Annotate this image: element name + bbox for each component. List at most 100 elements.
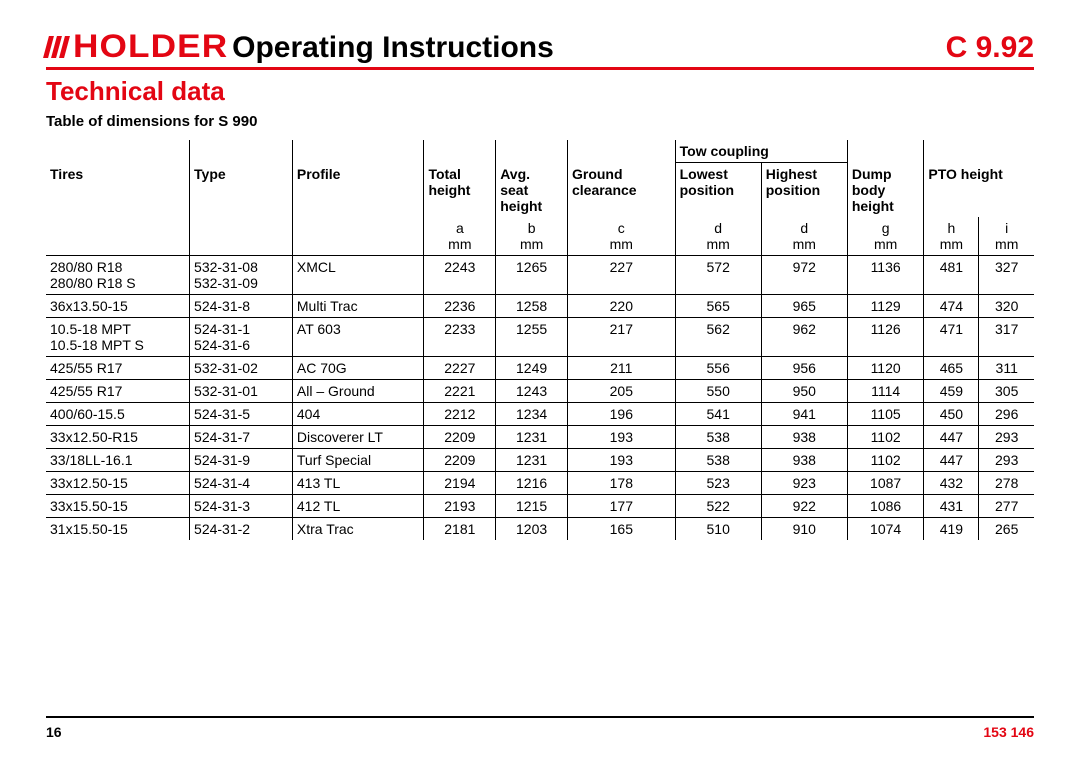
cell-highest-pos: 972 <box>761 255 847 294</box>
col-ground-clearance: Groundclearance <box>567 163 675 217</box>
cell-pto-h: 471 <box>924 317 979 356</box>
cell-total-height: 2181 <box>424 517 496 540</box>
cell-pto-h: 432 <box>924 471 979 494</box>
col-total-height: Totalheight <box>424 163 496 217</box>
dimensions-table: Tow coupling Tires Type Profile Totalhei… <box>46 140 1034 540</box>
cell-lowest-pos: 572 <box>675 255 761 294</box>
table-row: 36x13.50-15524-31-8Multi Trac22361258220… <box>46 294 1034 317</box>
table-row: 280/80 R18280/80 R18 S532-31-08532-31-09… <box>46 255 1034 294</box>
cell-type: 524-31-5 <box>190 402 293 425</box>
cell-dump-body: 1126 <box>847 317 924 356</box>
cell-tires: 400/60-15.5 <box>46 402 190 425</box>
cell-lowest-pos: 523 <box>675 471 761 494</box>
cell-profile: XMCL <box>292 255 424 294</box>
cell-highest-pos: 910 <box>761 517 847 540</box>
col-tires: Tires <box>46 163 190 217</box>
cell-total-height: 2221 <box>424 379 496 402</box>
cell-dump-body: 1102 <box>847 425 924 448</box>
cell-type: 524-31-7 <box>190 425 293 448</box>
cell-type: 532-31-01 <box>190 379 293 402</box>
cell-type: 524-31-9 <box>190 448 293 471</box>
page-number: 16 <box>46 724 62 740</box>
cell-pto-h: 450 <box>924 402 979 425</box>
col-seat-height: Avg.seatheight <box>496 163 568 217</box>
cell-seat-height: 1249 <box>496 356 568 379</box>
page-header: HOLDER Operating Instructions C 9.92 <box>46 28 1034 70</box>
cell-dump-body: 1136 <box>847 255 924 294</box>
cell-pto-h: 474 <box>924 294 979 317</box>
cell-tires: 33/18LL-16.1 <box>46 448 190 471</box>
cell-ground-clearance: 220 <box>567 294 675 317</box>
cell-ground-clearance: 196 <box>567 402 675 425</box>
cell-pto-i: 320 <box>979 294 1034 317</box>
cell-total-height: 2209 <box>424 425 496 448</box>
table-row: 31x15.50-15524-31-2Xtra Trac218112031655… <box>46 517 1034 540</box>
cell-dump-body: 1120 <box>847 356 924 379</box>
table-row: 10.5-18 MPT10.5-18 MPT S524-31-1524-31-6… <box>46 317 1034 356</box>
cell-ground-clearance: 165 <box>567 517 675 540</box>
cell-total-height: 2193 <box>424 494 496 517</box>
cell-pto-h: 447 <box>924 425 979 448</box>
cell-profile: AC 70G <box>292 356 424 379</box>
cell-type: 532-31-08532-31-09 <box>190 255 293 294</box>
cell-pto-h: 465 <box>924 356 979 379</box>
table-header-row: Tires Type Profile Totalheight Avg.seath… <box>46 163 1034 217</box>
cell-tires: 33x15.50-15 <box>46 494 190 517</box>
cell-profile: AT 603 <box>292 317 424 356</box>
cell-total-height: 2209 <box>424 448 496 471</box>
cell-total-height: 2212 <box>424 402 496 425</box>
cell-pto-i: 317 <box>979 317 1034 356</box>
cell-pto-h: 459 <box>924 379 979 402</box>
cell-tires: 280/80 R18280/80 R18 S <box>46 255 190 294</box>
cell-pto-h: 481 <box>924 255 979 294</box>
cell-ground-clearance: 178 <box>567 471 675 494</box>
table-row: 33x12.50-R15524-31-7Discoverer LT2209123… <box>46 425 1034 448</box>
cell-profile: 404 <box>292 402 424 425</box>
cell-lowest-pos: 510 <box>675 517 761 540</box>
cell-dump-body: 1129 <box>847 294 924 317</box>
cell-pto-i: 305 <box>979 379 1034 402</box>
group-header-tow: Tow coupling <box>675 140 847 163</box>
cell-type: 524-31-4 <box>190 471 293 494</box>
cell-highest-pos: 922 <box>761 494 847 517</box>
cell-dump-body: 1087 <box>847 471 924 494</box>
cell-pto-h: 431 <box>924 494 979 517</box>
cell-total-height: 2236 <box>424 294 496 317</box>
cell-type: 524-31-2 <box>190 517 293 540</box>
cell-type: 524-31-8 <box>190 294 293 317</box>
cell-dump-body: 1105 <box>847 402 924 425</box>
cell-seat-height: 1231 <box>496 425 568 448</box>
cell-seat-height: 1215 <box>496 494 568 517</box>
cell-ground-clearance: 211 <box>567 356 675 379</box>
cell-pto-h: 419 <box>924 517 979 540</box>
table-row: 400/60-15.5524-31-5404221212341965419411… <box>46 402 1034 425</box>
cell-seat-height: 1258 <box>496 294 568 317</box>
cell-seat-height: 1231 <box>496 448 568 471</box>
table-row: 33/18LL-16.1524-31-9Turf Special22091231… <box>46 448 1034 471</box>
col-pto-height: PTO height <box>924 163 1034 217</box>
cell-seat-height: 1255 <box>496 317 568 356</box>
table-row: 425/55 R17532-31-01All – Ground222112432… <box>46 379 1034 402</box>
cell-tires: 10.5-18 MPT10.5-18 MPT S <box>46 317 190 356</box>
cell-profile: Turf Special <box>292 448 424 471</box>
cell-lowest-pos: 538 <box>675 425 761 448</box>
cell-ground-clearance: 193 <box>567 448 675 471</box>
cell-total-height: 2243 <box>424 255 496 294</box>
cell-dump-body: 1102 <box>847 448 924 471</box>
cell-highest-pos: 950 <box>761 379 847 402</box>
cell-tires: 425/55 R17 <box>46 379 190 402</box>
cell-profile: Discoverer LT <box>292 425 424 448</box>
cell-lowest-pos: 565 <box>675 294 761 317</box>
cell-lowest-pos: 522 <box>675 494 761 517</box>
table-title: Table of dimensions for S 990 <box>46 113 1034 130</box>
col-type: Type <box>190 163 293 217</box>
table-row: 33x12.50-15524-31-4413 TL219412161785239… <box>46 471 1034 494</box>
cell-profile: All – Ground <box>292 379 424 402</box>
cell-pto-i: 293 <box>979 425 1034 448</box>
cell-pto-i: 278 <box>979 471 1034 494</box>
cell-pto-i: 296 <box>979 402 1034 425</box>
cell-lowest-pos: 550 <box>675 379 761 402</box>
cell-tires: 425/55 R17 <box>46 356 190 379</box>
cell-seat-height: 1243 <box>496 379 568 402</box>
cell-pto-i: 293 <box>979 448 1034 471</box>
